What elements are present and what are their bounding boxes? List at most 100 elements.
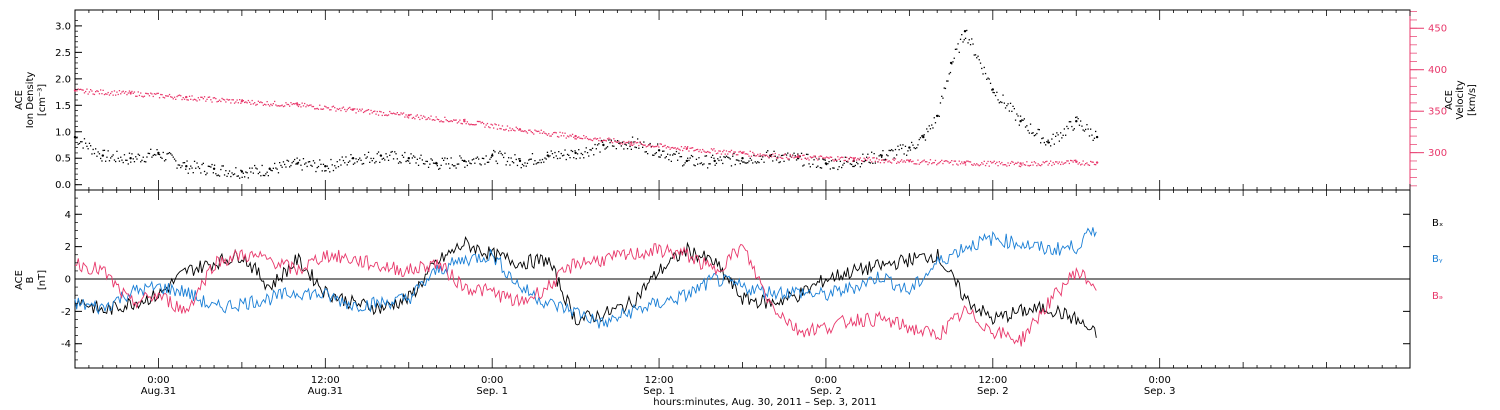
top-series-1-point [565, 137, 567, 139]
top-series-1-marker [129, 91, 132, 95]
top-series-0-point [232, 174, 234, 176]
top-series-1-point [832, 159, 834, 161]
top-series-1-point [675, 148, 678, 150]
top-series-0-point [777, 156, 779, 158]
top-series-1-point [381, 114, 383, 117]
top-series-0-point [819, 167, 821, 169]
top-series-1-point [473, 124, 475, 126]
top-series-0-point [658, 156, 660, 158]
top-series-1-point [906, 159, 908, 161]
top-series-0-point [528, 159, 530, 161]
top-series-1-point [621, 143, 624, 145]
bottom-tick-label: 2 [65, 242, 71, 253]
top-series-0-point [978, 59, 980, 61]
top-series-0-point [254, 164, 256, 167]
top-series-0-point [197, 166, 199, 168]
top-series-1-point [498, 124, 500, 126]
top-series-1-point [841, 156, 843, 158]
top-series-1-point [397, 114, 400, 116]
top-series-0-point [473, 158, 475, 160]
top-series-1-point [531, 132, 534, 134]
top-series-1-point [261, 102, 263, 104]
top-series-0-point [918, 138, 920, 141]
top-series-1-point [385, 114, 387, 116]
top-series-1-point [664, 144, 666, 147]
top-series-1-point [1072, 161, 1074, 163]
top-series-0-point [749, 157, 751, 159]
top-series-0-marker [435, 162, 438, 165]
top-series-1-point [972, 164, 974, 166]
top-series-1-point [96, 90, 98, 92]
top-series-0-point [988, 78, 990, 80]
top-series-0-point [714, 164, 716, 166]
top-series-0-point [1006, 105, 1008, 107]
top-series-0-point [763, 161, 765, 163]
top-series-0-marker [463, 159, 466, 163]
top-series-0-point [121, 159, 123, 161]
top-series-0-point [973, 54, 975, 56]
top-series-0-point [1001, 101, 1003, 104]
top-series-0-point [709, 163, 711, 165]
top-series-0-point [824, 159, 826, 161]
top-series-0-point [150, 148, 152, 150]
top-series-1-point [938, 162, 940, 164]
top-series-0-point [959, 38, 962, 40]
top-series-1-point [989, 160, 992, 163]
top-series-0-point [1013, 108, 1015, 110]
top-series-1-point [186, 99, 188, 101]
top-series-1-point [603, 139, 605, 141]
top-series-1-point [295, 102, 297, 105]
top-series-0-point [345, 156, 347, 158]
top-series-0-point [407, 160, 410, 162]
top-series-1-point [463, 119, 465, 121]
top-series-0-point [529, 158, 531, 160]
top-series-0-point [536, 162, 539, 164]
top-series-1-point [864, 158, 866, 160]
top-series-0-point [415, 162, 417, 164]
top-series-0-point [406, 159, 408, 162]
top-series-0-point [312, 160, 315, 162]
top-series-0-point [873, 153, 875, 155]
top-series-1-point [541, 132, 544, 134]
top-series-1-point [633, 143, 635, 145]
top-series-1-point [1080, 164, 1082, 166]
top-series-1-point [146, 92, 148, 95]
top-series-1-point [435, 116, 437, 118]
top-series-0-point [324, 170, 326, 172]
top-series-1-point [354, 108, 356, 110]
top-series-0-point [963, 39, 965, 41]
top-series-1-point [594, 137, 596, 139]
top-series-1-point [122, 90, 124, 92]
top-series-0-point [195, 167, 197, 169]
top-series-0-point [752, 162, 754, 164]
top-series-1-point [450, 120, 452, 122]
top-series-0-point [631, 136, 634, 138]
top-series-0-point [425, 160, 427, 162]
top-series-0-point [695, 158, 698, 160]
top-series-0-point [869, 162, 871, 164]
top-series-0-point [1017, 115, 1019, 117]
top-series-0-point [889, 149, 892, 152]
top-series-1-point [300, 106, 302, 108]
top-series-0-point [906, 154, 908, 156]
top-series-1-point [465, 123, 467, 125]
top-series-0-point [469, 162, 471, 164]
top-series-0-point [365, 157, 367, 159]
top-series-0-point [221, 165, 223, 167]
top-series-0-point [555, 155, 557, 157]
top-series-0-point [458, 163, 460, 165]
bottom-panel-data [74, 227, 1097, 347]
top-series-0-point [615, 148, 617, 150]
top-series-0-point [525, 165, 527, 167]
top-series-1-point [563, 135, 565, 137]
top-series-0-point [1075, 116, 1077, 119]
top-series-0-point [882, 150, 884, 152]
top-series-0-point [886, 154, 888, 156]
top-series-0-point [399, 161, 401, 163]
top-series-1-point [957, 164, 959, 166]
top-series-0-point [1078, 124, 1081, 126]
top-series-1-point [899, 160, 902, 162]
top-series-1-point [1068, 162, 1070, 165]
top-series-1-point [819, 155, 821, 157]
